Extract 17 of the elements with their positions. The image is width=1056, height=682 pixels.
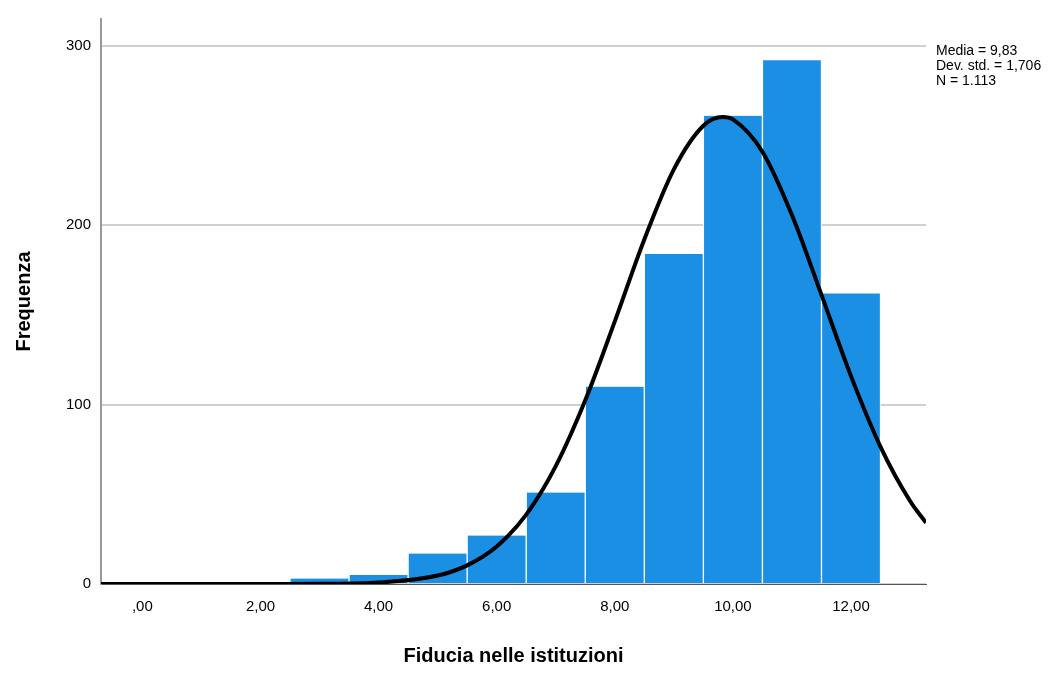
y-axis-title: Frequenza (11, 250, 34, 352)
y-tick-label: 100 (66, 394, 92, 412)
x-tick-label: 12,00 (832, 597, 870, 615)
text: N = 1.113 (936, 71, 997, 88)
y-tick-label: 200 (66, 215, 92, 233)
text: Dev. std. = 1,706 (936, 56, 1042, 73)
text: Media = 9,83 (936, 41, 1018, 58)
y-tick-label: 0 (82, 574, 92, 592)
x-tick-label: 10,00 (714, 597, 752, 615)
x-axis-title: Fiducia nelle istituzioni (403, 643, 624, 666)
x-tick-label: 6,00 (482, 597, 512, 615)
x-tick-label: 4,00 (363, 597, 394, 615)
y-tick-label: 300 (66, 36, 92, 54)
x-tick-label: 2,00 (245, 597, 276, 615)
x-tick-label: ,00 (131, 597, 153, 615)
x-tick-label: 8,00 (600, 597, 630, 615)
line-series (101, 115, 926, 584)
